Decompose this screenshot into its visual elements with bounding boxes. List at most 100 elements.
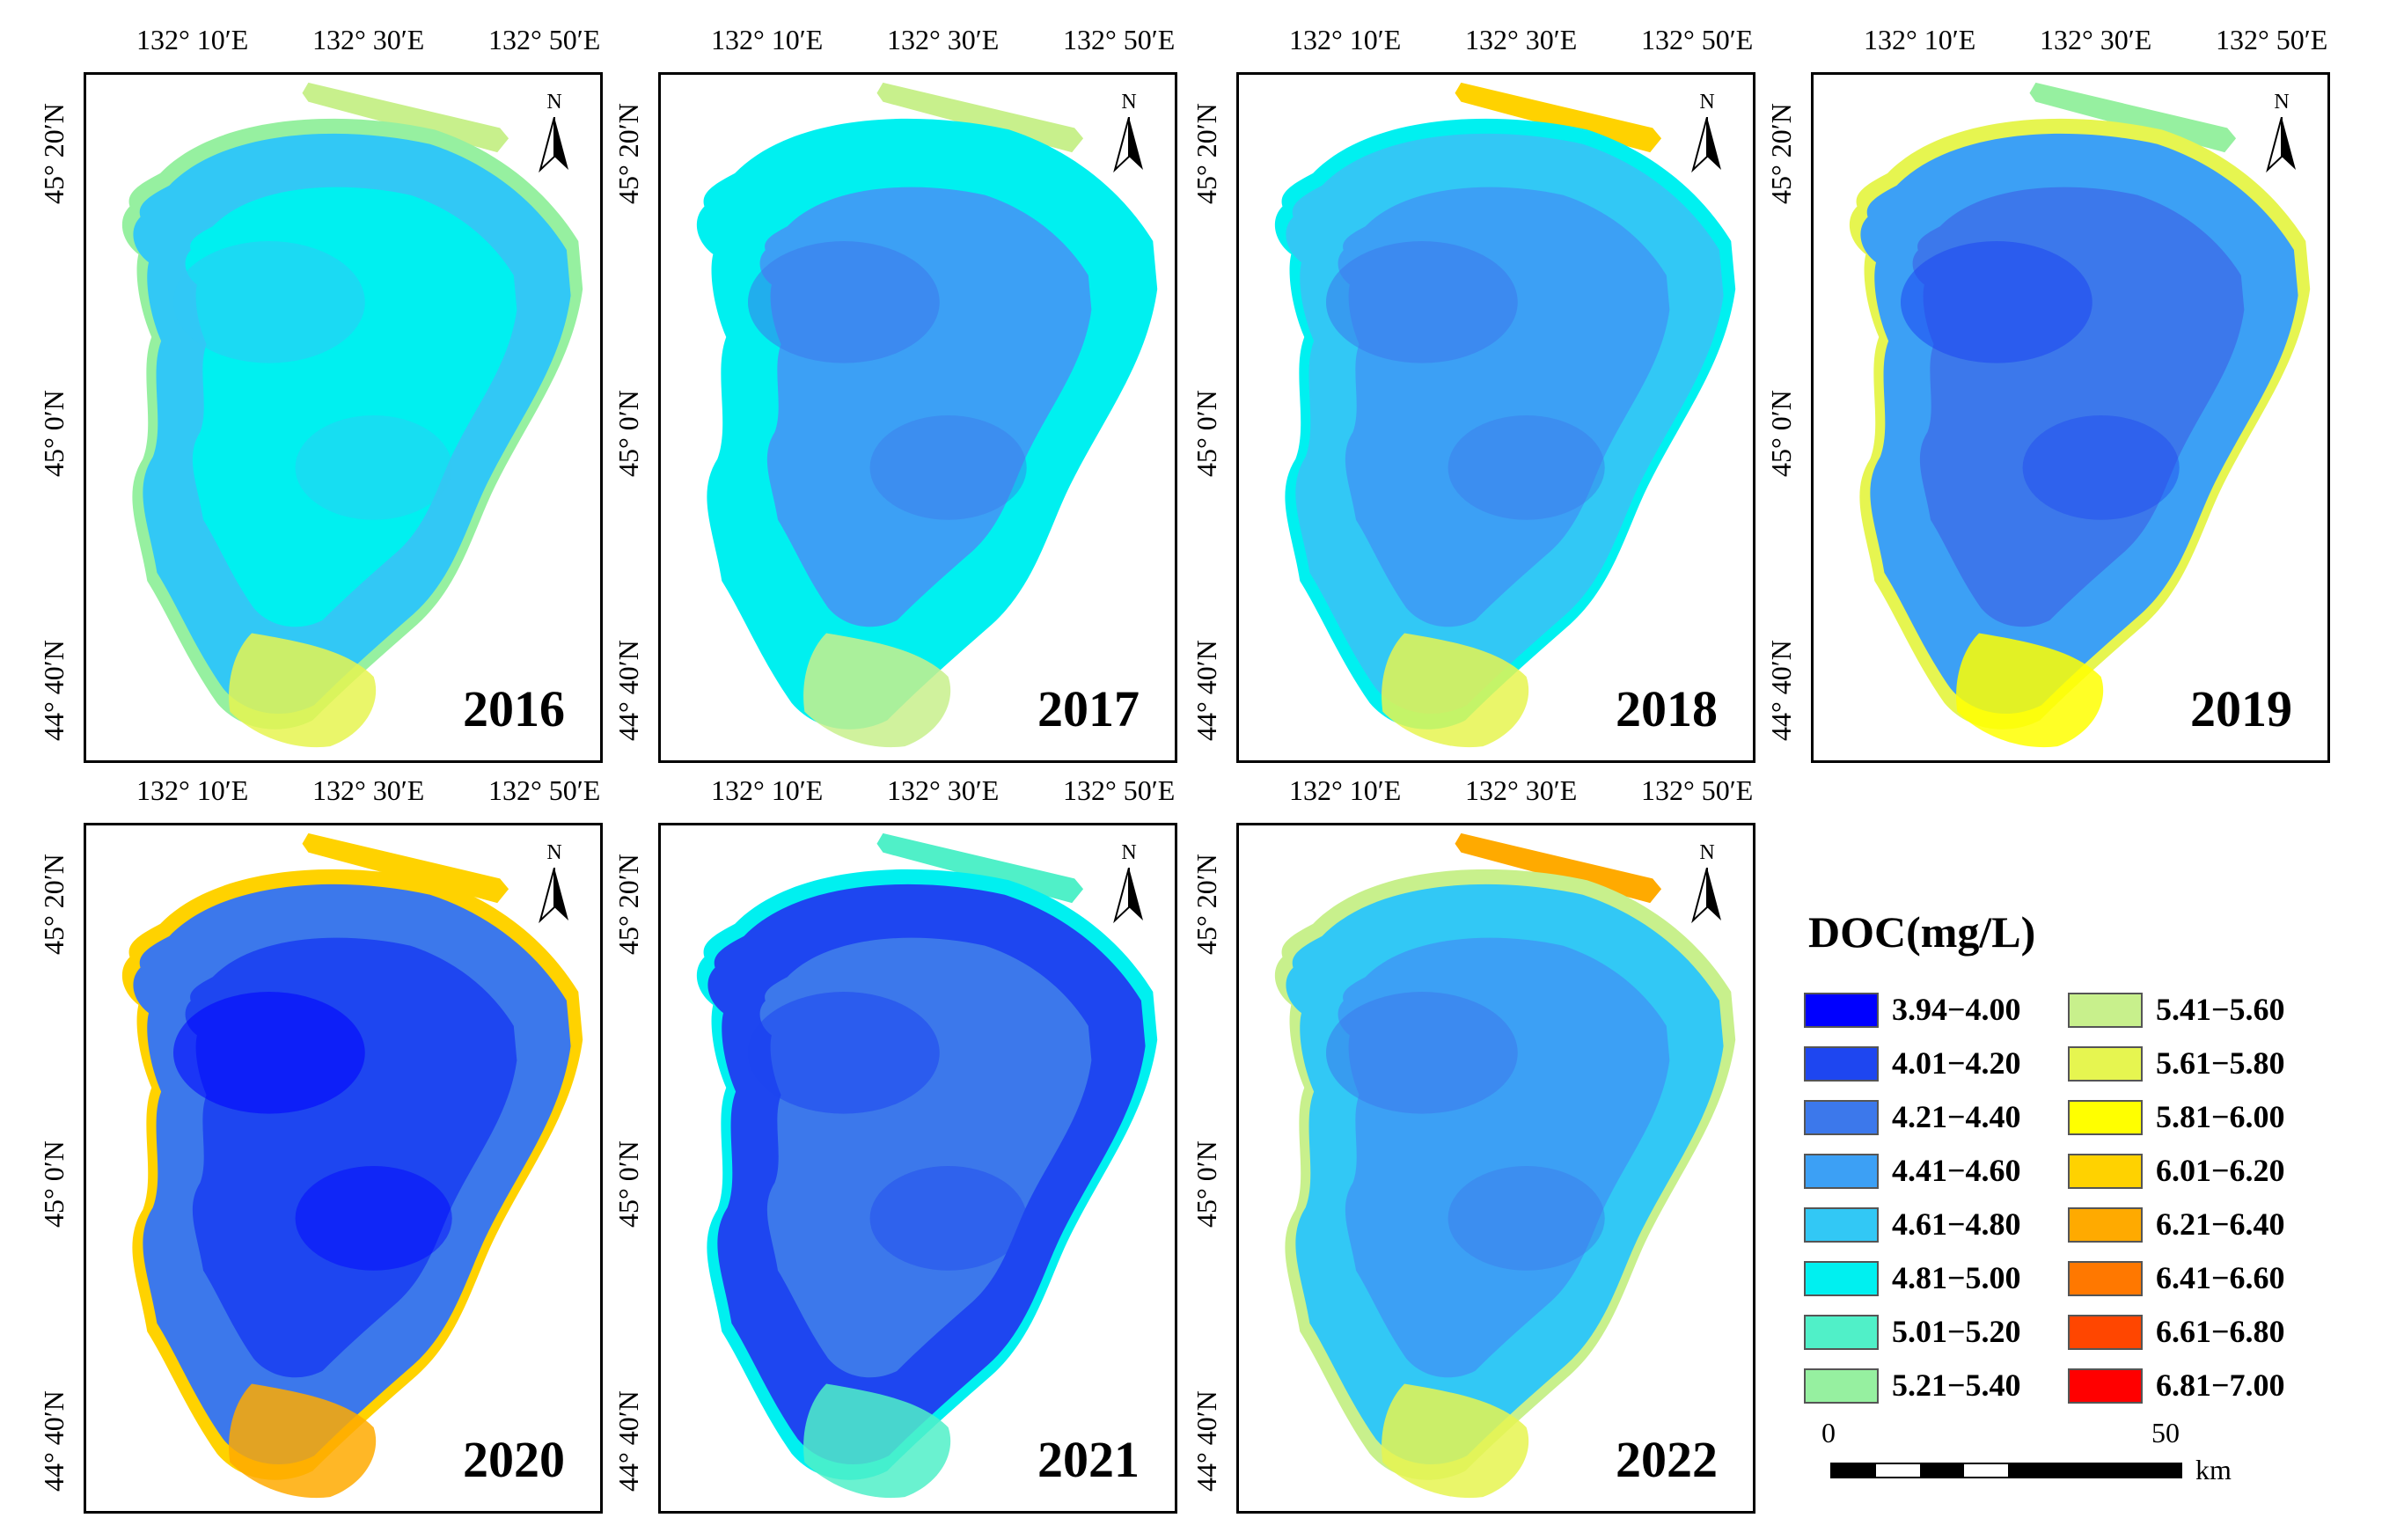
year-label-2021: 2021 [1037, 1431, 1140, 1488]
legend-label: 6.41−6.60 [2156, 1260, 2285, 1295]
x-tick-label: 132° 10′E [136, 24, 249, 55]
y-tick-label: 45° 0′N [612, 390, 644, 477]
y-tick-label: 45° 0′N [1191, 1140, 1222, 1228]
legend-title: DOC(mg/L) [1808, 907, 2036, 957]
doc-raster-2021 [696, 832, 1158, 1499]
legend-swatch [1804, 1368, 1879, 1404]
legend-item: 4.61−4.80 [1804, 1200, 2050, 1248]
legend-item: 6.61−6.80 [2068, 1308, 2314, 1355]
scale-bar-graphic [1830, 1463, 2182, 1478]
legend-swatch [2068, 1261, 2143, 1296]
legend-label: 6.21−6.40 [2156, 1206, 2285, 1242]
legend-swatch [2068, 1315, 2143, 1350]
legend-label: 4.61−4.80 [1892, 1206, 2021, 1242]
legend-label: 5.01−5.20 [1892, 1314, 2021, 1349]
x-tick-label: 132° 30′E [1465, 774, 1578, 806]
legend-item: 5.81−6.00 [2068, 1093, 2314, 1140]
legend-item: 5.01−5.20 [1804, 1308, 2050, 1355]
map-panel-2018: 2018 N [1236, 72, 1755, 763]
legend-swatch [1804, 1154, 1879, 1189]
legend-item: 6.41−6.60 [2068, 1254, 2314, 1302]
legend-item: 5.61−5.80 [2068, 1039, 2314, 1087]
legend-label: 4.81−5.00 [1892, 1260, 2021, 1295]
scale-start-label: 0 [1821, 1417, 1836, 1448]
doc-raster-2022 [1274, 832, 1736, 1499]
year-label-2016: 2016 [463, 680, 565, 737]
y-tick-label: 44° 40′N [1191, 1390, 1222, 1492]
x-tick-label: 132° 50′E [488, 774, 601, 806]
x-tick-label: 132° 30′E [1465, 24, 1578, 55]
scale-end-label: 50 [2151, 1417, 2180, 1448]
y-tick-label: 45° 0′N [1765, 390, 1797, 477]
x-tick-label: 132° 10′E [1289, 24, 1402, 55]
legend-swatch [1804, 1046, 1879, 1082]
map-panel-2019: 2019 N [1811, 72, 2330, 763]
legend-item: 3.94−4.00 [1804, 986, 2050, 1033]
map-panel-2016: 2016 N [84, 72, 603, 763]
x-tick-label: 132° 30′E [887, 774, 1000, 806]
legend-label: 6.81−7.00 [2156, 1368, 2285, 1403]
year-label-2022: 2022 [1616, 1431, 1718, 1488]
x-tick-label: 132° 50′E [1063, 774, 1176, 806]
legend-swatch [1804, 1207, 1879, 1243]
north-arrow-icon: N [1688, 841, 1726, 929]
x-tick-label: 132° 50′E [1641, 774, 1754, 806]
map-panel-2022: 2022 N [1236, 823, 1755, 1514]
y-tick-label: 45° 20′N [1191, 103, 1222, 204]
y-tick-label: 45° 20′N [612, 854, 644, 955]
north-arrow-icon: N [535, 841, 574, 929]
legend-item: 4.41−4.60 [1804, 1147, 2050, 1194]
legend-swatch [2068, 1100, 2143, 1135]
x-tick-label: 132° 10′E [711, 774, 824, 806]
scale-unit-label: km [2195, 1454, 2232, 1485]
x-tick-label: 132° 10′E [136, 774, 249, 806]
x-tick-label: 132° 50′E [1641, 24, 1754, 55]
x-tick-label: 132° 30′E [2040, 24, 2152, 55]
legend-item: 6.01−6.20 [2068, 1147, 2314, 1194]
y-tick-label: 45° 0′N [38, 390, 70, 477]
legend-item: 5.41−5.60 [2068, 986, 2314, 1033]
x-tick-label: 132° 10′E [1289, 774, 1402, 806]
year-label-2017: 2017 [1037, 680, 1140, 737]
legend-label: 5.21−5.40 [1892, 1368, 2021, 1403]
x-tick-label: 132° 30′E [312, 774, 425, 806]
legend-label: 4.01−4.20 [1892, 1045, 2021, 1081]
legend-swatch [2068, 1368, 2143, 1404]
legend-item: 6.81−7.00 [2068, 1361, 2314, 1409]
scale-bar: 0 50 km [1821, 1417, 2279, 1505]
map-panel-2020: 2020 N [84, 823, 603, 1514]
legend-item: 6.21−6.40 [2068, 1200, 2314, 1248]
legend-swatch [2068, 1046, 2143, 1082]
legend-label: 6.01−6.20 [2156, 1153, 2285, 1188]
map-panel-2021: 2021 N [658, 823, 1177, 1514]
legend-swatch [2068, 993, 2143, 1028]
north-arrow-icon: N [1110, 841, 1148, 929]
y-tick-label: 45° 20′N [38, 103, 70, 204]
year-label-2019: 2019 [2190, 680, 2292, 737]
y-tick-label: 45° 0′N [612, 1140, 644, 1228]
x-tick-label: 132° 50′E [1063, 24, 1176, 55]
legend-label: 5.81−6.00 [2156, 1099, 2285, 1134]
y-tick-label: 45° 20′N [1191, 854, 1222, 955]
legend-item: 4.01−4.20 [1804, 1039, 2050, 1087]
y-tick-label: 44° 40′N [1191, 640, 1222, 741]
legend-item: 4.21−4.40 [1804, 1093, 2050, 1140]
legend-swatch [1804, 1100, 1879, 1135]
legend-swatch [2068, 1154, 2143, 1189]
legend-label: 5.41−5.60 [2156, 992, 2285, 1027]
y-tick-label: 44° 40′N [612, 640, 644, 741]
doc-raster-2018 [1274, 82, 1736, 748]
north-arrow-icon: N [1110, 91, 1148, 179]
legend-item: 5.21−5.40 [1804, 1361, 2050, 1409]
y-tick-label: 45° 20′N [1765, 103, 1797, 204]
legend-label: 4.21−4.40 [1892, 1099, 2021, 1134]
y-tick-label: 44° 40′N [38, 1390, 70, 1492]
x-tick-label: 132° 10′E [1864, 24, 1976, 55]
x-tick-label: 132° 50′E [488, 24, 601, 55]
doc-raster-2016 [121, 82, 583, 748]
y-tick-label: 44° 40′N [1765, 640, 1797, 741]
legend-swatch [2068, 1207, 2143, 1243]
legend-label: 6.61−6.80 [2156, 1314, 2285, 1349]
doc-raster-2020 [121, 832, 583, 1499]
legend-item: 4.81−5.00 [1804, 1254, 2050, 1302]
